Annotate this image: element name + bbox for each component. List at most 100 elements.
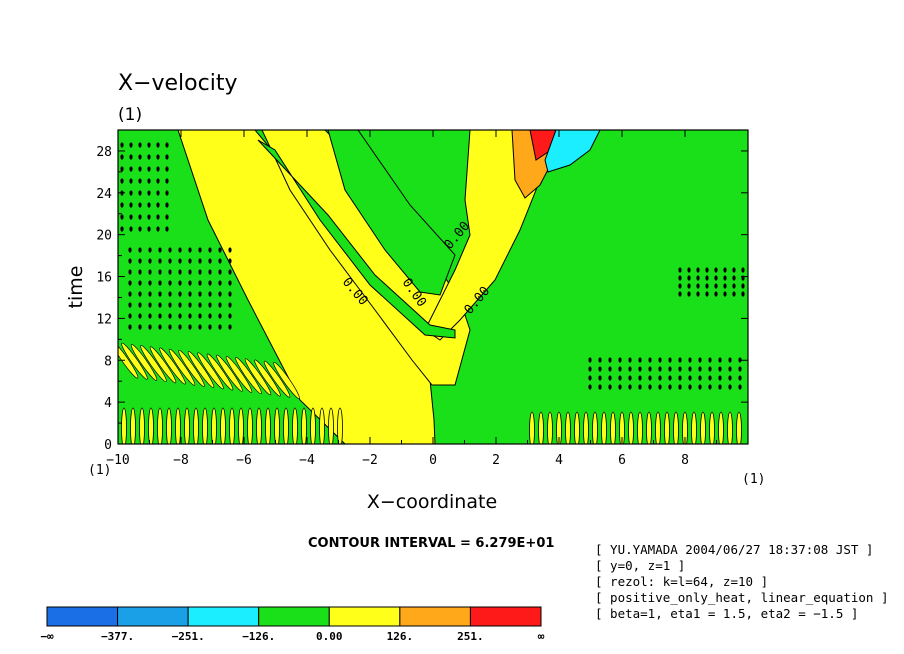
dot: [129, 202, 133, 208]
oscillation-strip: [159, 347, 186, 385]
dot: [598, 366, 602, 372]
dot: [128, 269, 132, 275]
colorbar-label: −377.: [101, 630, 134, 643]
oscillation-strip: [202, 407, 208, 444]
dot: [178, 269, 182, 275]
dot: [129, 142, 133, 148]
oscillation-strip: [254, 359, 281, 397]
dot: [165, 178, 169, 184]
metadata-line: [ beta=1, eta1 = 1.5, eta2 = −1.5 ]: [595, 606, 858, 621]
dot: [687, 267, 691, 273]
oscillation-strip: [263, 360, 291, 398]
dot: [688, 357, 692, 363]
dot: [668, 375, 672, 381]
dot: [120, 142, 124, 148]
dot: [228, 280, 232, 286]
dot: [188, 247, 192, 253]
dot: [648, 366, 652, 372]
dot: [129, 154, 133, 160]
dot: [120, 154, 124, 160]
dot: [128, 247, 132, 253]
y-tick-label: 12: [96, 312, 112, 327]
dot: [723, 275, 727, 281]
dot: [208, 280, 212, 286]
dot: [714, 267, 718, 273]
oscillation-strip: [637, 411, 643, 444]
oscillation-strip: [225, 355, 253, 393]
dot: [138, 142, 142, 148]
colorbar-label: 0.00: [316, 630, 343, 643]
dot: [138, 202, 142, 208]
oscillation-strip: [592, 411, 598, 444]
dot: [147, 142, 151, 148]
y-tick-label: 16: [96, 271, 112, 286]
y-axis: 0 4 8 12 16 20 24 28: [96, 145, 748, 453]
colorbar-swatch: [46, 606, 119, 627]
oscillation-strip: [646, 411, 652, 444]
dot: [156, 214, 160, 220]
dot: [648, 375, 652, 381]
dot: [732, 267, 736, 273]
dot: [628, 384, 632, 390]
metadata-line: [ y=0, z=1 ]: [595, 558, 685, 573]
dot: [128, 258, 132, 264]
dot: [658, 375, 662, 381]
oscillation-strip: [610, 411, 616, 444]
dot: [158, 269, 162, 275]
dot: [688, 384, 692, 390]
oscillation-strip: [157, 407, 163, 444]
dot: [678, 357, 682, 363]
dot: [696, 275, 700, 281]
colorbar-label: ∞: [538, 630, 545, 643]
dot: [128, 291, 132, 297]
dot: [723, 283, 727, 289]
dot: [718, 357, 722, 363]
dot: [588, 366, 592, 372]
dot: [129, 178, 133, 184]
dot: [588, 357, 592, 363]
dot: [218, 302, 222, 308]
oscillation-strip: [337, 407, 343, 444]
dot: [588, 375, 592, 381]
dot: [158, 302, 162, 308]
dot: [138, 190, 142, 196]
oscillation-strip: [664, 411, 670, 444]
oscillation-strip: [619, 411, 625, 444]
dot: [687, 283, 691, 289]
green-strip-b: [257, 139, 456, 339]
dot: [598, 384, 602, 390]
dot: [138, 166, 142, 172]
dot: [218, 269, 222, 275]
dot: [129, 166, 133, 172]
dot: [628, 375, 632, 381]
dot: [129, 214, 133, 220]
dot: [714, 275, 718, 281]
dot: [168, 258, 172, 264]
dot: [228, 324, 232, 330]
dot: [628, 366, 632, 372]
oscillation-strip: [709, 411, 715, 444]
dot: [608, 366, 612, 372]
dot: [618, 357, 622, 363]
dot: [618, 384, 622, 390]
dot: [198, 269, 202, 275]
dot: [165, 142, 169, 148]
dot: [228, 269, 232, 275]
y-tick-label: 20: [96, 229, 112, 244]
dot: [638, 384, 642, 390]
oscillation-strip: [529, 411, 535, 444]
x-tick-label: 0: [429, 453, 437, 468]
oscillation-strip: [538, 411, 544, 444]
oscillation-strip: [206, 353, 234, 391]
oscillation-strip: [574, 411, 580, 444]
dot: [728, 375, 732, 381]
colorbar-swatch: [469, 606, 542, 627]
contour-plot-area: 0.00 0.00 0.00 0.00: [118, 130, 748, 444]
dot: [723, 291, 727, 297]
oscillation-strip: [216, 354, 243, 392]
oscillation-strip: [187, 351, 215, 389]
dot: [165, 154, 169, 160]
dot: [147, 202, 151, 208]
dot: [708, 366, 712, 372]
oscillation-strip: [727, 411, 733, 444]
